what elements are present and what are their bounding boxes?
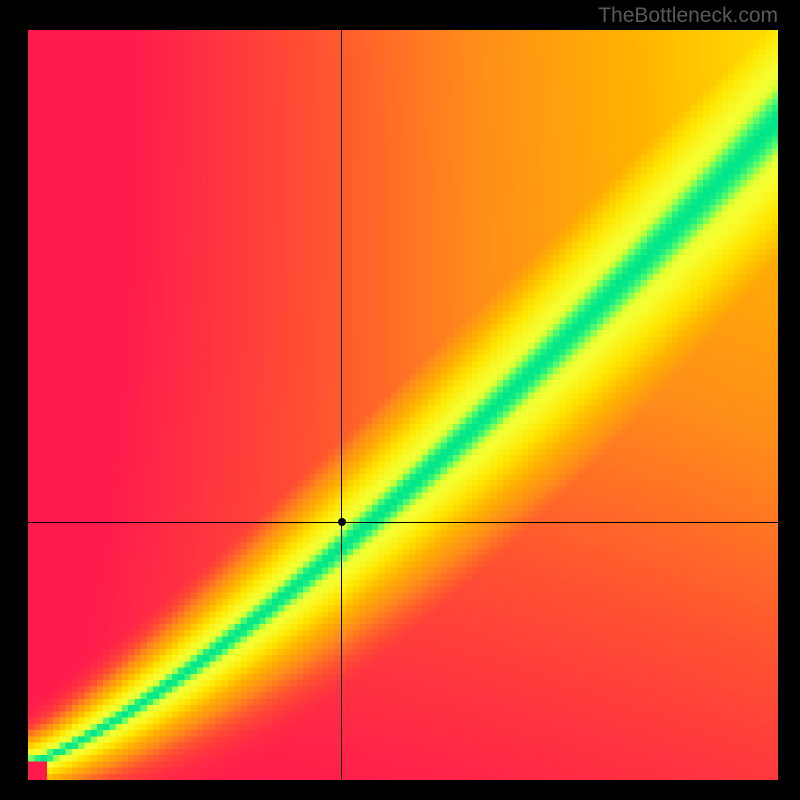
heatmap-canvas (28, 30, 778, 780)
plot-area (28, 30, 778, 780)
crosshair-vertical (341, 30, 342, 780)
crosshair-marker (338, 518, 346, 526)
watermark-text: TheBottleneck.com (598, 4, 778, 28)
crosshair-horizontal (28, 522, 778, 523)
chart-container: TheBottleneck.com (0, 0, 800, 800)
